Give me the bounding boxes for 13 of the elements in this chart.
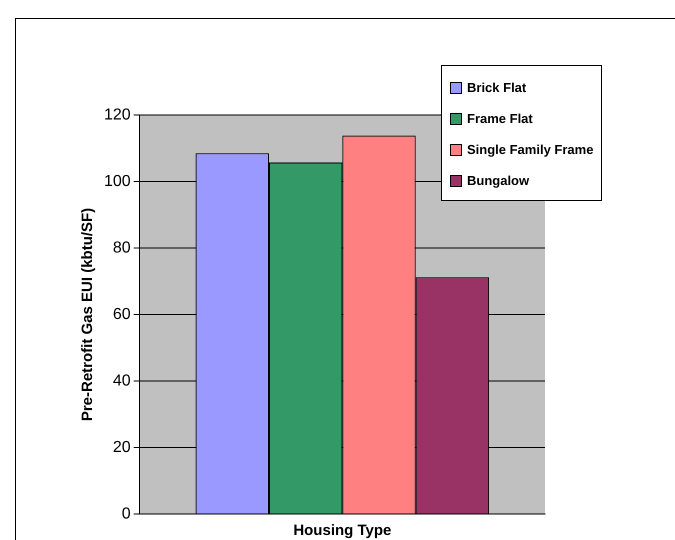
y-tick-label: 80 [112,239,131,256]
y-tick-label: 100 [104,172,131,190]
legend-label: Brick Flat [467,80,526,95]
x-axis-title: Housing Type [293,522,392,540]
y-tick-label: 60 [112,306,131,323]
y-axis-title: Pre-Retrofit Gas EUI (kbtu/SF) [79,208,96,422]
y-tick-label: 40 [112,372,131,390]
legend-label: Bungalow [467,173,530,188]
legend-label: Single Family Frame [467,142,594,157]
y-tick-label: 20 [112,438,131,456]
y-tick-label: 120 [104,106,131,124]
legend-label: Frame Flat [467,111,533,126]
y-tick-label: 0 [122,505,131,522]
